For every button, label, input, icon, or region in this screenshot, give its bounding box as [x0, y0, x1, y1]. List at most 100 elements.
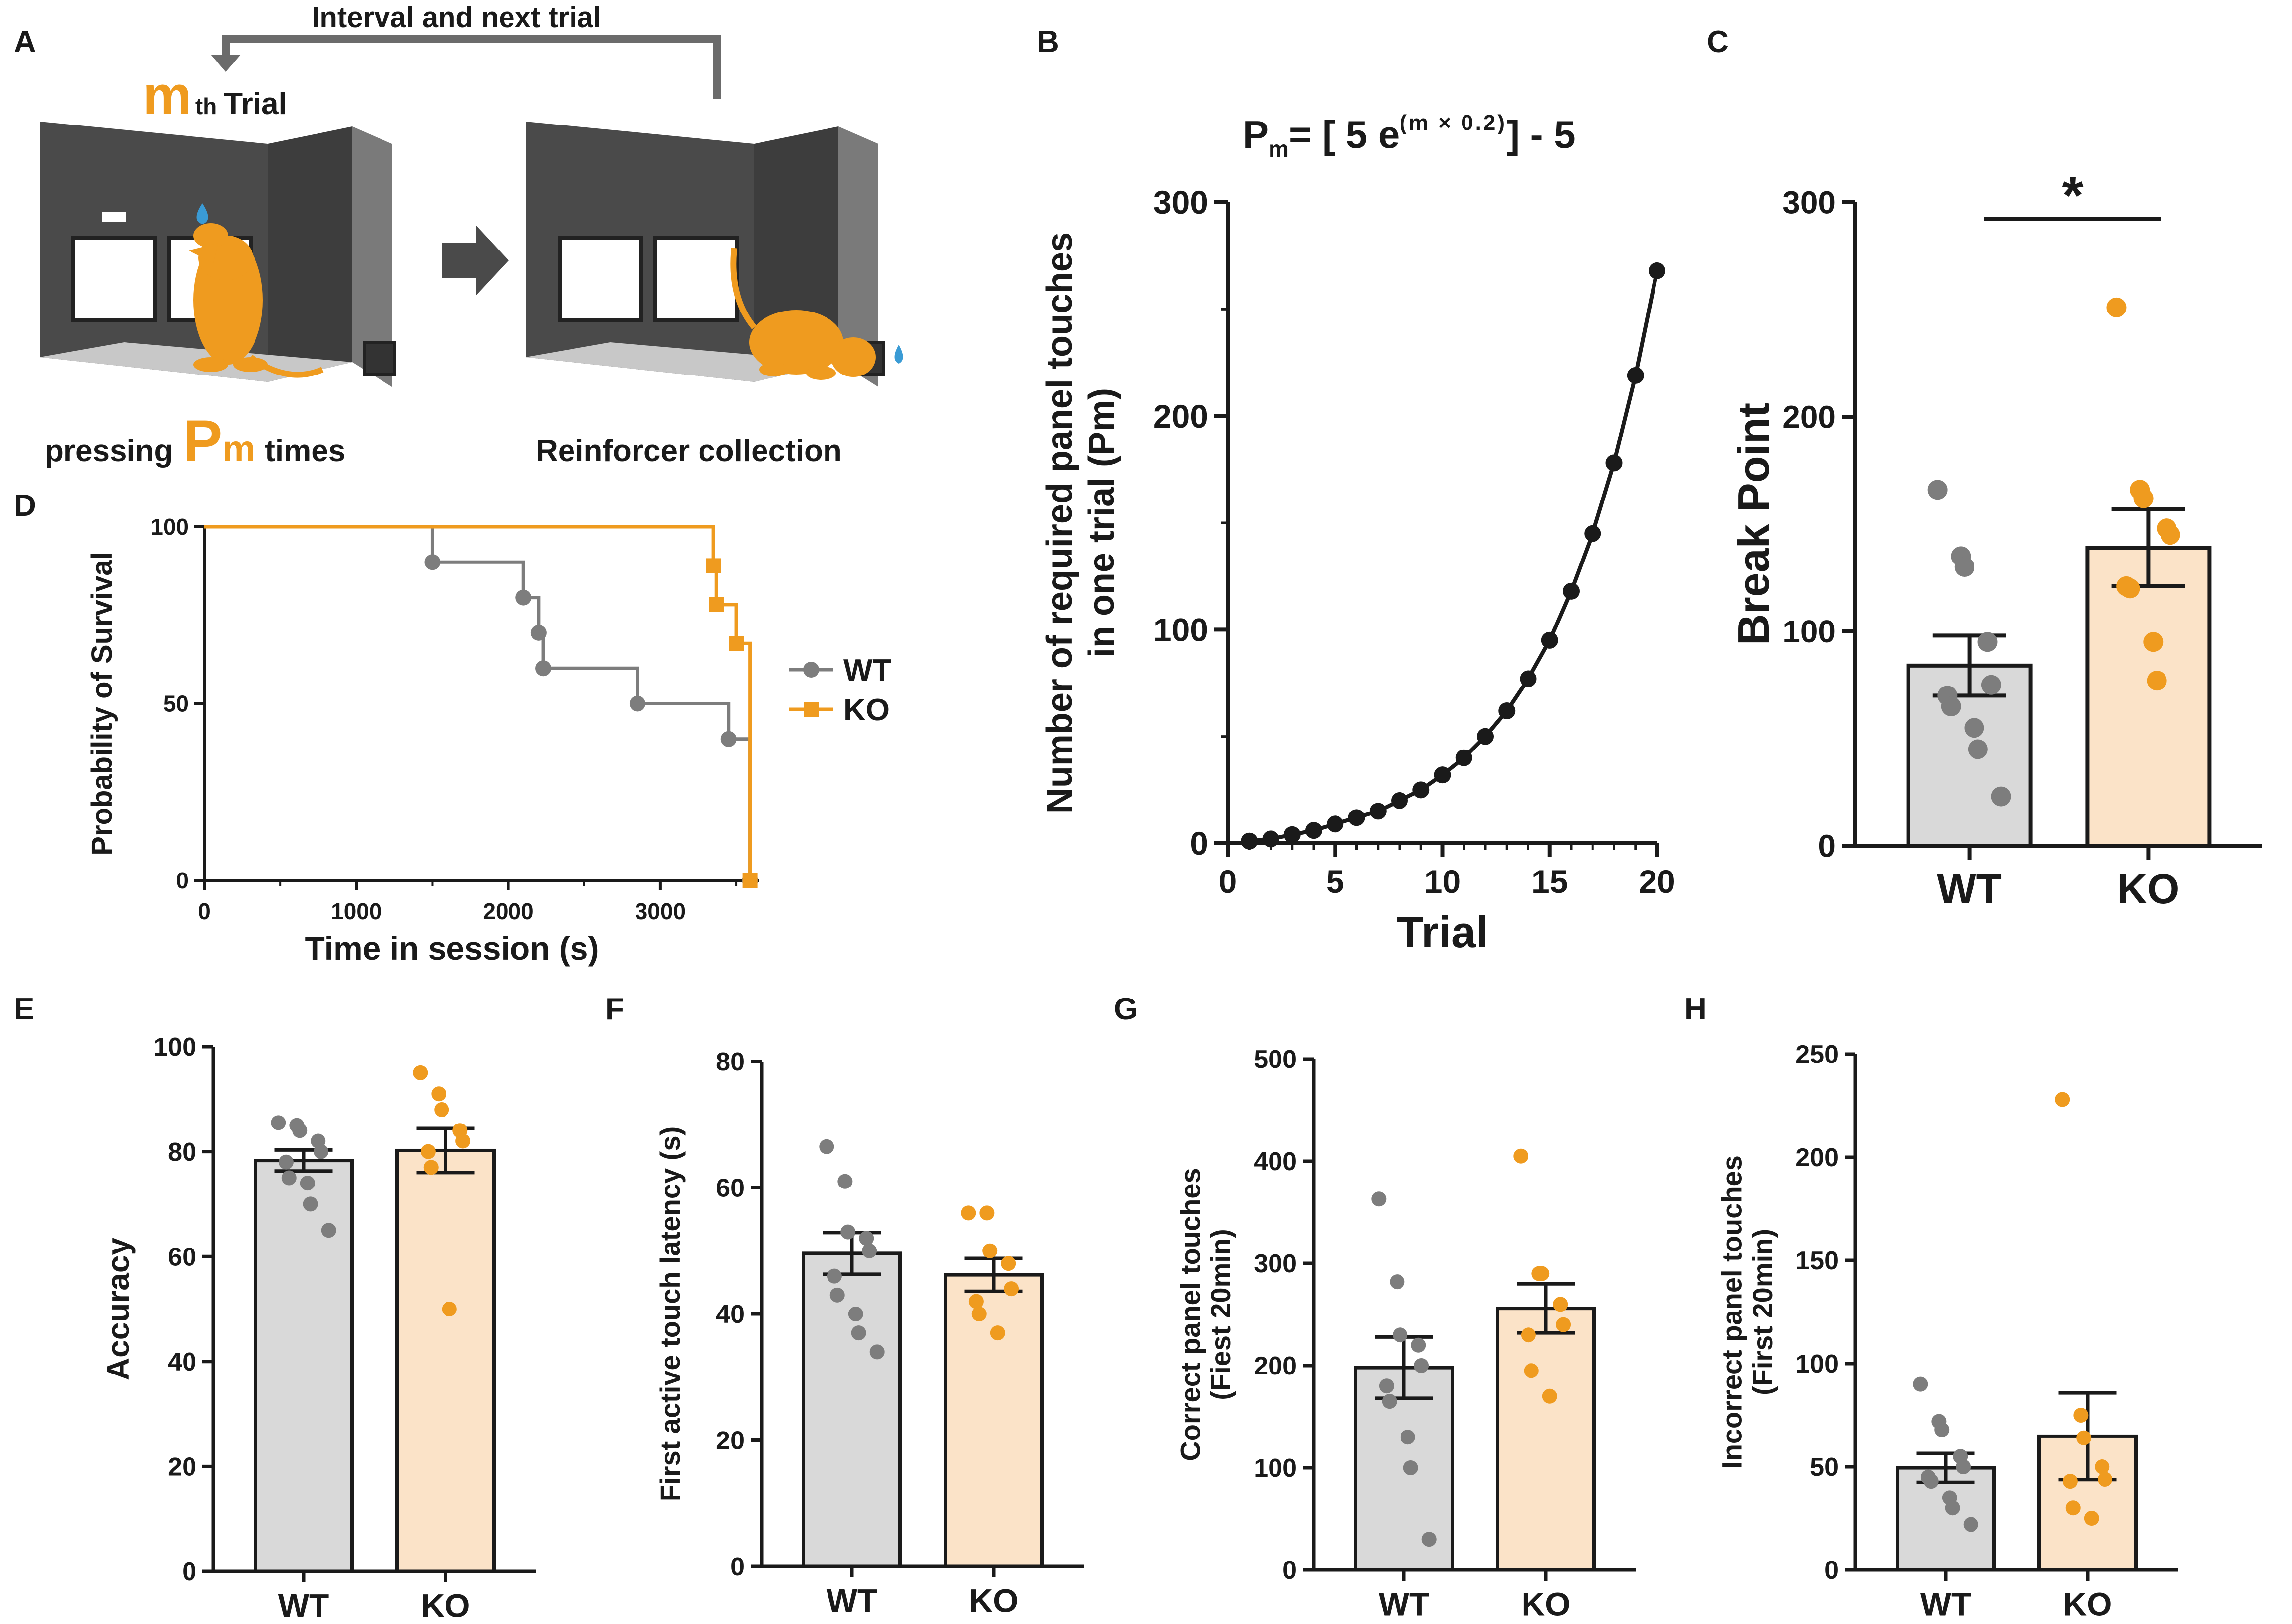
y-axis-label: (First 20min) [1747, 1229, 1778, 1395]
y-tick-label: 0 [1824, 1556, 1839, 1585]
data-point-wt [303, 1196, 318, 1212]
data-point-wt [271, 1115, 286, 1130]
y-tick-label: 150 [1795, 1247, 1839, 1275]
x-category-label: KO [2063, 1585, 2112, 1622]
data-point-wt [1954, 557, 1974, 577]
panel-letter-c: C [1707, 25, 1729, 59]
chart-b-pm-curve: 0 100 200 300 0 5 10 15 20 Trial Number of require… [1040, 184, 1675, 957]
chart-f-latency: 0 20 40 60 80 WT KO First active touch latency … [654, 1048, 1084, 1619]
bar-ko [395, 1148, 496, 1573]
x-tick-label: 15 [1531, 863, 1568, 900]
y-tick-label: 50 [1810, 1453, 1839, 1482]
interval-loop-arrow [222, 35, 721, 99]
y-tick-label: 200 [1254, 1352, 1297, 1380]
bar-ko [2085, 546, 2212, 848]
y-tick-label: 100 [150, 514, 189, 540]
pm-data-point [1283, 826, 1301, 843]
bar-wt [254, 1159, 354, 1573]
data-point-ko [1553, 1297, 1568, 1312]
data-point-wt [1956, 1459, 1971, 1474]
panel-letter-d: D [14, 489, 36, 523]
pm-data-point [1369, 803, 1387, 820]
data-point-ko [2076, 1430, 2092, 1445]
data-point-ko [2106, 297, 2127, 317]
panel-letter-h: H [1684, 992, 1707, 1026]
data-point-ko [2084, 1511, 2099, 1526]
data-point-wt [292, 1123, 308, 1138]
legend: WT KO [789, 653, 891, 727]
y-tick-label: 300 [1254, 1249, 1297, 1278]
chamber-trial [40, 122, 396, 387]
data-point-ko [1513, 1148, 1528, 1164]
bar-ko [944, 1273, 1044, 1568]
data-point-ko [431, 1086, 446, 1102]
data-point-wt [862, 1243, 877, 1258]
pm-data-point [1262, 830, 1279, 848]
survival-event-wt [424, 554, 441, 570]
data-point-wt [321, 1223, 336, 1238]
data-point-wt [1393, 1327, 1408, 1343]
data-point-wt [1913, 1376, 1928, 1392]
y-axis-label: Number of required panel touches [1040, 232, 1080, 813]
data-point-wt [1981, 675, 2001, 695]
y-tick-label: 300 [1153, 184, 1208, 221]
survival-event-wt [720, 731, 737, 747]
data-point-wt [851, 1325, 866, 1341]
blank-panel-mark [102, 212, 126, 222]
x-tick-label: 10 [1424, 863, 1461, 900]
data-point-ko [2160, 525, 2180, 545]
y-axis-label: in one trial (Pm) [1082, 388, 1122, 658]
legend-label-ko: KO [843, 693, 890, 727]
pm-data-point [1477, 728, 1494, 745]
data-point-wt [1968, 739, 1988, 759]
data-point-wt [848, 1307, 863, 1321]
survival-event-ko [729, 636, 744, 651]
y-tick-label: 60 [168, 1243, 196, 1271]
x-tick-label: 0 [1219, 863, 1237, 900]
panel-letter-g: G [1114, 992, 1138, 1026]
pm-data-point [1391, 792, 1408, 809]
y-tick-label: 0 [1190, 825, 1208, 862]
y-tick-label: 400 [1254, 1147, 1297, 1176]
pm-data-point [1455, 749, 1472, 766]
survival-event-wt [535, 660, 552, 677]
y-tick-label: 0 [182, 1558, 196, 1586]
data-point-ko [2055, 1092, 2070, 1107]
chamber-collection [526, 122, 903, 387]
mouse-collecting-icon [730, 248, 876, 380]
x-tick-label: 20 [1639, 863, 1675, 900]
data-point-wt [1923, 1474, 1939, 1489]
y-tick-label: 0 [176, 868, 189, 893]
y-tick-label: 60 [716, 1174, 745, 1203]
data-point-ko [1004, 1281, 1019, 1297]
x-category-label: KO [1522, 1585, 1571, 1622]
survival-event-ko [742, 873, 758, 888]
y-axis-label: First active touch latency (s) [654, 1126, 686, 1501]
trial-label: m th Trial [143, 65, 287, 126]
x-axis-label: Time in session (s) [305, 930, 599, 967]
pm-data-point [1434, 766, 1451, 784]
legend-marker-wt [803, 662, 819, 678]
chart-h-incorrect-touches: 0 50 100 150 200 250 WT KO Incorrect panel touch… [1716, 1040, 2178, 1622]
data-point-ko [2143, 632, 2164, 652]
data-point-ko [1556, 1317, 1571, 1332]
significance-star: * [2062, 165, 2084, 226]
data-point-ko [982, 1243, 998, 1258]
data-point-ko [961, 1205, 976, 1221]
pm-data-point [1412, 781, 1430, 799]
pm-data-point [1327, 815, 1344, 833]
data-point-ko [971, 1307, 987, 1321]
data-point-ko [1521, 1327, 1536, 1343]
x-category-label: WT [1920, 1585, 1972, 1622]
data-point-ko [455, 1133, 471, 1149]
x-tick-label: 5 [1326, 863, 1344, 900]
data-point-wt [1403, 1460, 1418, 1475]
y-tick-label: 100 [1254, 1454, 1297, 1483]
mouse-pressing-icon [189, 223, 324, 378]
data-point-ko [434, 1102, 449, 1117]
y-tick-label: 0 [1818, 828, 1836, 864]
x-category-label: KO [2117, 866, 2179, 912]
y-tick-label: 40 [168, 1348, 196, 1376]
data-point-wt [819, 1139, 834, 1154]
legend-label-wt: WT [843, 653, 891, 687]
